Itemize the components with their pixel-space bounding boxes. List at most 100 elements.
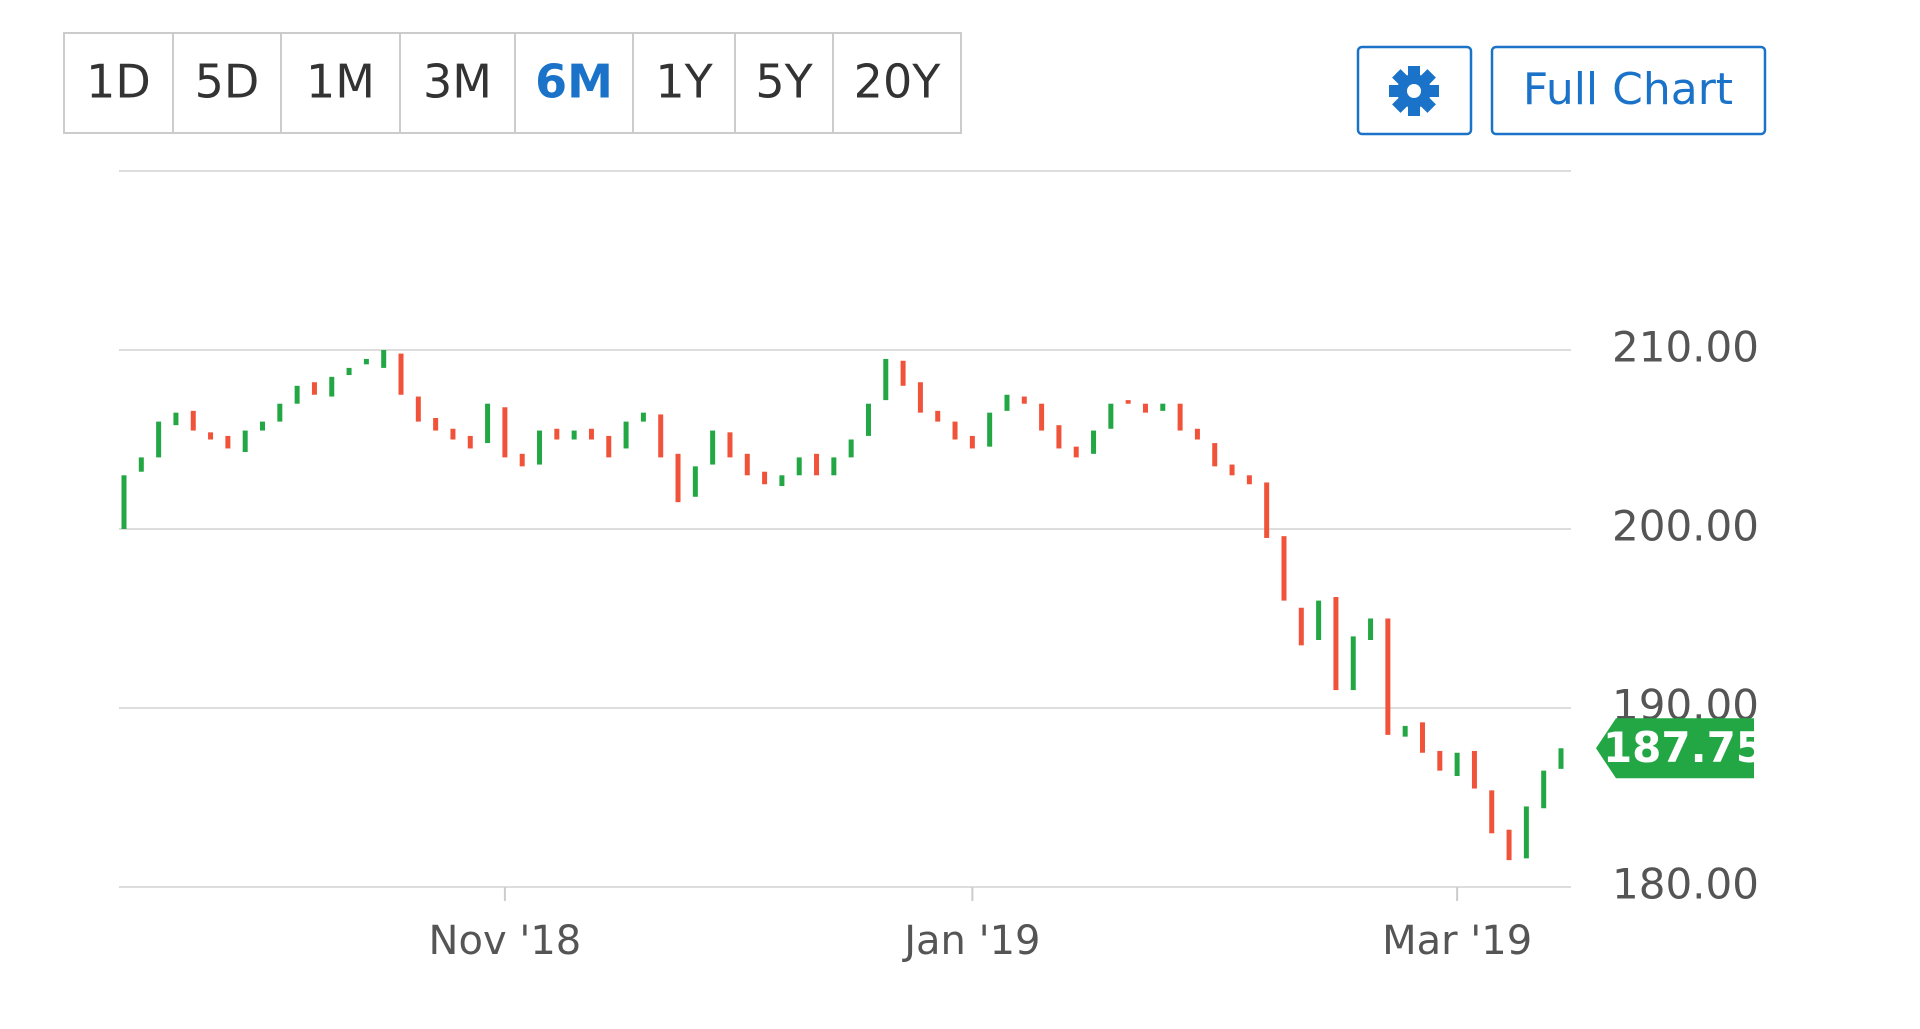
candle <box>952 421 958 440</box>
candle <box>1246 475 1252 485</box>
candle <box>1229 464 1235 476</box>
candle <box>606 435 612 458</box>
candle <box>502 407 508 458</box>
candle <box>1264 482 1270 538</box>
candle <box>1437 750 1443 771</box>
candle <box>363 358 369 365</box>
candle <box>208 432 214 440</box>
candle <box>1212 443 1218 467</box>
candle <box>485 403 491 444</box>
candle <box>450 428 456 440</box>
last-price-label: 187.75 <box>1603 723 1765 772</box>
candle <box>311 382 317 395</box>
candle <box>294 385 300 404</box>
candle <box>969 435 975 449</box>
range-button[interactable] <box>734 32 834 134</box>
candle <box>727 432 733 458</box>
range-label: 6M <box>535 55 613 109</box>
candle <box>519 453 525 467</box>
candle <box>917 382 923 413</box>
candle <box>692 466 698 497</box>
candle <box>156 421 162 458</box>
candle <box>242 430 248 453</box>
candle <box>1489 790 1495 834</box>
candle <box>710 430 716 465</box>
candle <box>1316 600 1322 640</box>
candle <box>1073 446 1079 458</box>
range-label: 3M <box>423 55 492 109</box>
candle <box>831 457 837 476</box>
candle <box>537 430 543 465</box>
candle <box>588 428 594 440</box>
candle <box>433 418 439 431</box>
candle <box>640 412 646 422</box>
candle <box>381 350 387 368</box>
candle <box>277 403 283 422</box>
candle <box>1091 430 1097 454</box>
candle <box>865 403 871 436</box>
candle <box>744 453 750 476</box>
candle <box>1108 403 1114 429</box>
candle <box>1454 752 1460 777</box>
candle <box>779 475 785 487</box>
candle <box>762 471 768 485</box>
candle <box>1506 829 1512 861</box>
candle <box>260 421 266 431</box>
range-button[interactable] <box>172 32 282 134</box>
candle <box>1333 597 1339 691</box>
candle <box>1004 394 1010 411</box>
range-label: 20Y <box>854 55 942 109</box>
candle <box>848 439 854 458</box>
candle <box>1402 725 1408 737</box>
candle <box>398 353 404 395</box>
candle <box>1419 722 1425 753</box>
candle <box>1558 748 1564 769</box>
candle <box>1056 425 1062 449</box>
candle <box>814 453 820 476</box>
candle <box>1039 403 1045 431</box>
candle <box>1541 770 1547 809</box>
candle <box>121 475 127 529</box>
candle <box>1281 536 1287 601</box>
candle <box>1177 403 1183 431</box>
candle <box>675 453 681 503</box>
full-chart-button[interactable] <box>1490 45 1767 136</box>
candle <box>658 414 664 458</box>
candle <box>1160 403 1166 411</box>
range-label: 5D <box>195 55 260 109</box>
candle <box>1368 618 1374 640</box>
candle <box>900 360 906 386</box>
candle <box>1350 636 1356 691</box>
candle <box>623 421 629 449</box>
y-tick-label: 210.00 <box>1612 323 1759 372</box>
x-tick-label: Mar '19 <box>1382 918 1532 964</box>
range-button[interactable] <box>832 32 962 134</box>
range-button[interactable] <box>632 32 736 134</box>
candle <box>138 457 144 472</box>
candle <box>796 457 802 476</box>
range-label: 5Y <box>755 55 813 109</box>
candle <box>571 430 577 440</box>
full-chart-label: Full Chart <box>1523 64 1733 115</box>
candle <box>329 376 335 397</box>
candle <box>883 358 889 401</box>
range-label: 1M <box>306 55 375 109</box>
candle <box>554 428 560 440</box>
candle <box>1523 806 1529 859</box>
x-tick-label: Nov '18 <box>429 918 582 964</box>
range-button[interactable] <box>514 32 634 134</box>
candle <box>1142 403 1148 413</box>
candle <box>190 410 196 431</box>
price-tag-shape <box>1596 718 1754 779</box>
candle <box>173 412 179 426</box>
range-label: 1D <box>86 55 151 109</box>
candle <box>467 435 473 449</box>
candle <box>1125 400 1131 404</box>
x-tick-label: Jan '19 <box>901 918 1040 964</box>
candle <box>1298 607 1304 646</box>
candle <box>225 435 231 449</box>
candle <box>1385 618 1391 735</box>
y-tick-label: 180.00 <box>1612 860 1759 909</box>
